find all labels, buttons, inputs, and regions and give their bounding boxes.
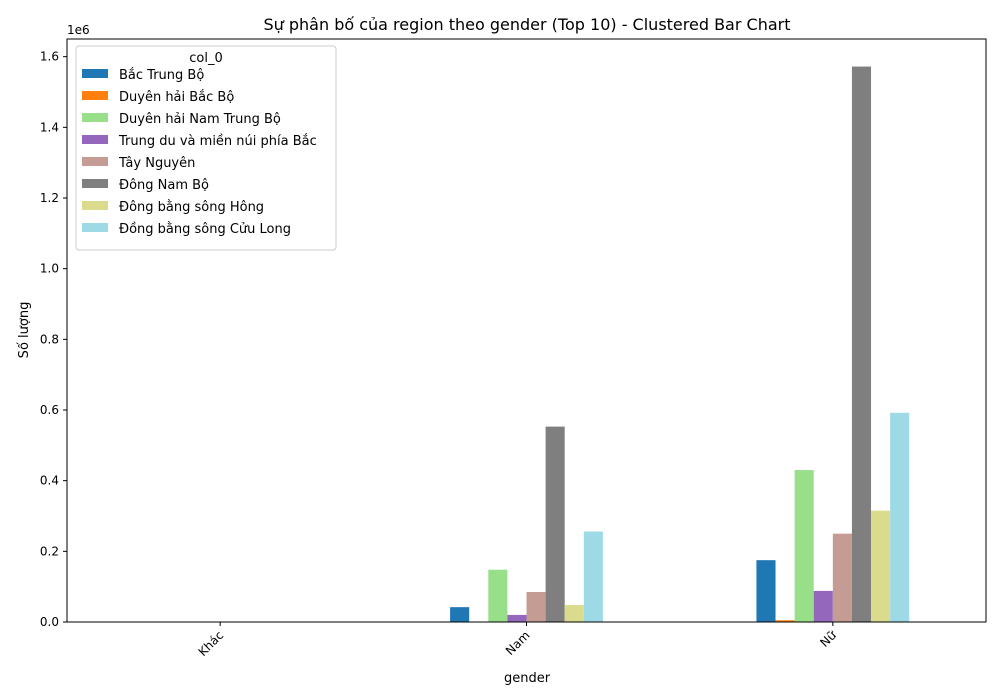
x-axis: Khác Nam Nữ: [196, 622, 840, 659]
legend-swatch: [82, 179, 108, 188]
legend-entry-label: Đồng bằng sông Cửu Long: [119, 222, 291, 237]
legend-swatch: [82, 157, 108, 166]
y-axis: 0.0 0.2 0.4 0.6 0.8 1.0 1.2 1.4 1.6: [40, 50, 67, 629]
x-tick-label: Nữ: [817, 627, 840, 650]
bar-4-Nữ: [813, 590, 833, 622]
x-axis-label: gender: [504, 671, 551, 686]
y-tick-label: 0.8: [40, 332, 59, 346]
bar-1-Nam: [450, 607, 470, 622]
legend-title: col_0: [189, 51, 222, 66]
bar-3-Nam: [488, 569, 508, 622]
legend-entry-label: Đông bằng sông Hông: [119, 200, 264, 215]
bar-6-Nam: [545, 426, 565, 622]
bar-2-Nữ: [775, 620, 795, 622]
bar-3-Nữ: [794, 470, 814, 622]
bar-6-Nữ: [851, 66, 872, 622]
chart-title: Sự phân bố của region theo gender (Top 1…: [263, 15, 790, 34]
legend-swatch: [82, 135, 108, 144]
legend-entry-label: Tây Nguyên: [118, 156, 195, 171]
legend-swatch: [82, 201, 108, 210]
bar-8-Nữ: [890, 412, 910, 622]
bar-7-Nam: [564, 605, 584, 622]
legend-entry-label: Duyên hải Nam Trung Bộ: [119, 112, 281, 127]
bar-8-Nam: [583, 531, 603, 622]
legend-entry-label: Duyên hải Bắc Bộ: [119, 90, 234, 105]
legend-swatch: [82, 113, 108, 122]
y-axis-label: Số lượng: [17, 302, 32, 359]
legend-swatch: [82, 91, 108, 100]
y-tick-label: 0.0: [40, 615, 59, 629]
legend-swatch: [82, 223, 108, 232]
legend-box: [75, 45, 337, 251]
legend: col_0 Bắc Trung Bộ Duyên hải Bắc Bộ Duyên h…: [75, 45, 337, 251]
legend-entry-label: Đông Nam Bộ: [119, 178, 209, 193]
y-tick-label: 1.6: [40, 50, 59, 64]
y-tick-label: 1.0: [40, 262, 59, 276]
bar-4-Nam: [507, 614, 527, 622]
y-tick-label: 1.2: [40, 191, 59, 205]
bar-5-Nữ: [832, 533, 852, 622]
legend-entry-label: Trung du và miền núi phía Bắc: [118, 134, 317, 149]
y-tick-label: 0.4: [40, 474, 59, 488]
legend-entry-label: Bắc Trung Bộ: [119, 68, 204, 83]
y-tick-label: 1.4: [40, 120, 59, 134]
legend-swatch: [82, 69, 108, 78]
bar-5-Nam: [526, 591, 546, 622]
y-tick-label: 0.2: [40, 544, 59, 558]
bar-1-Nữ: [756, 560, 776, 622]
plot-area: [66, 38, 987, 623]
x-tick-label: Khác: [196, 628, 227, 659]
y-tick-label: 0.6: [40, 403, 59, 417]
x-tick-label: Nam: [503, 628, 533, 658]
bar-7-Nữ: [871, 510, 891, 622]
y-axis-scale-label: 1e6: [67, 23, 90, 37]
